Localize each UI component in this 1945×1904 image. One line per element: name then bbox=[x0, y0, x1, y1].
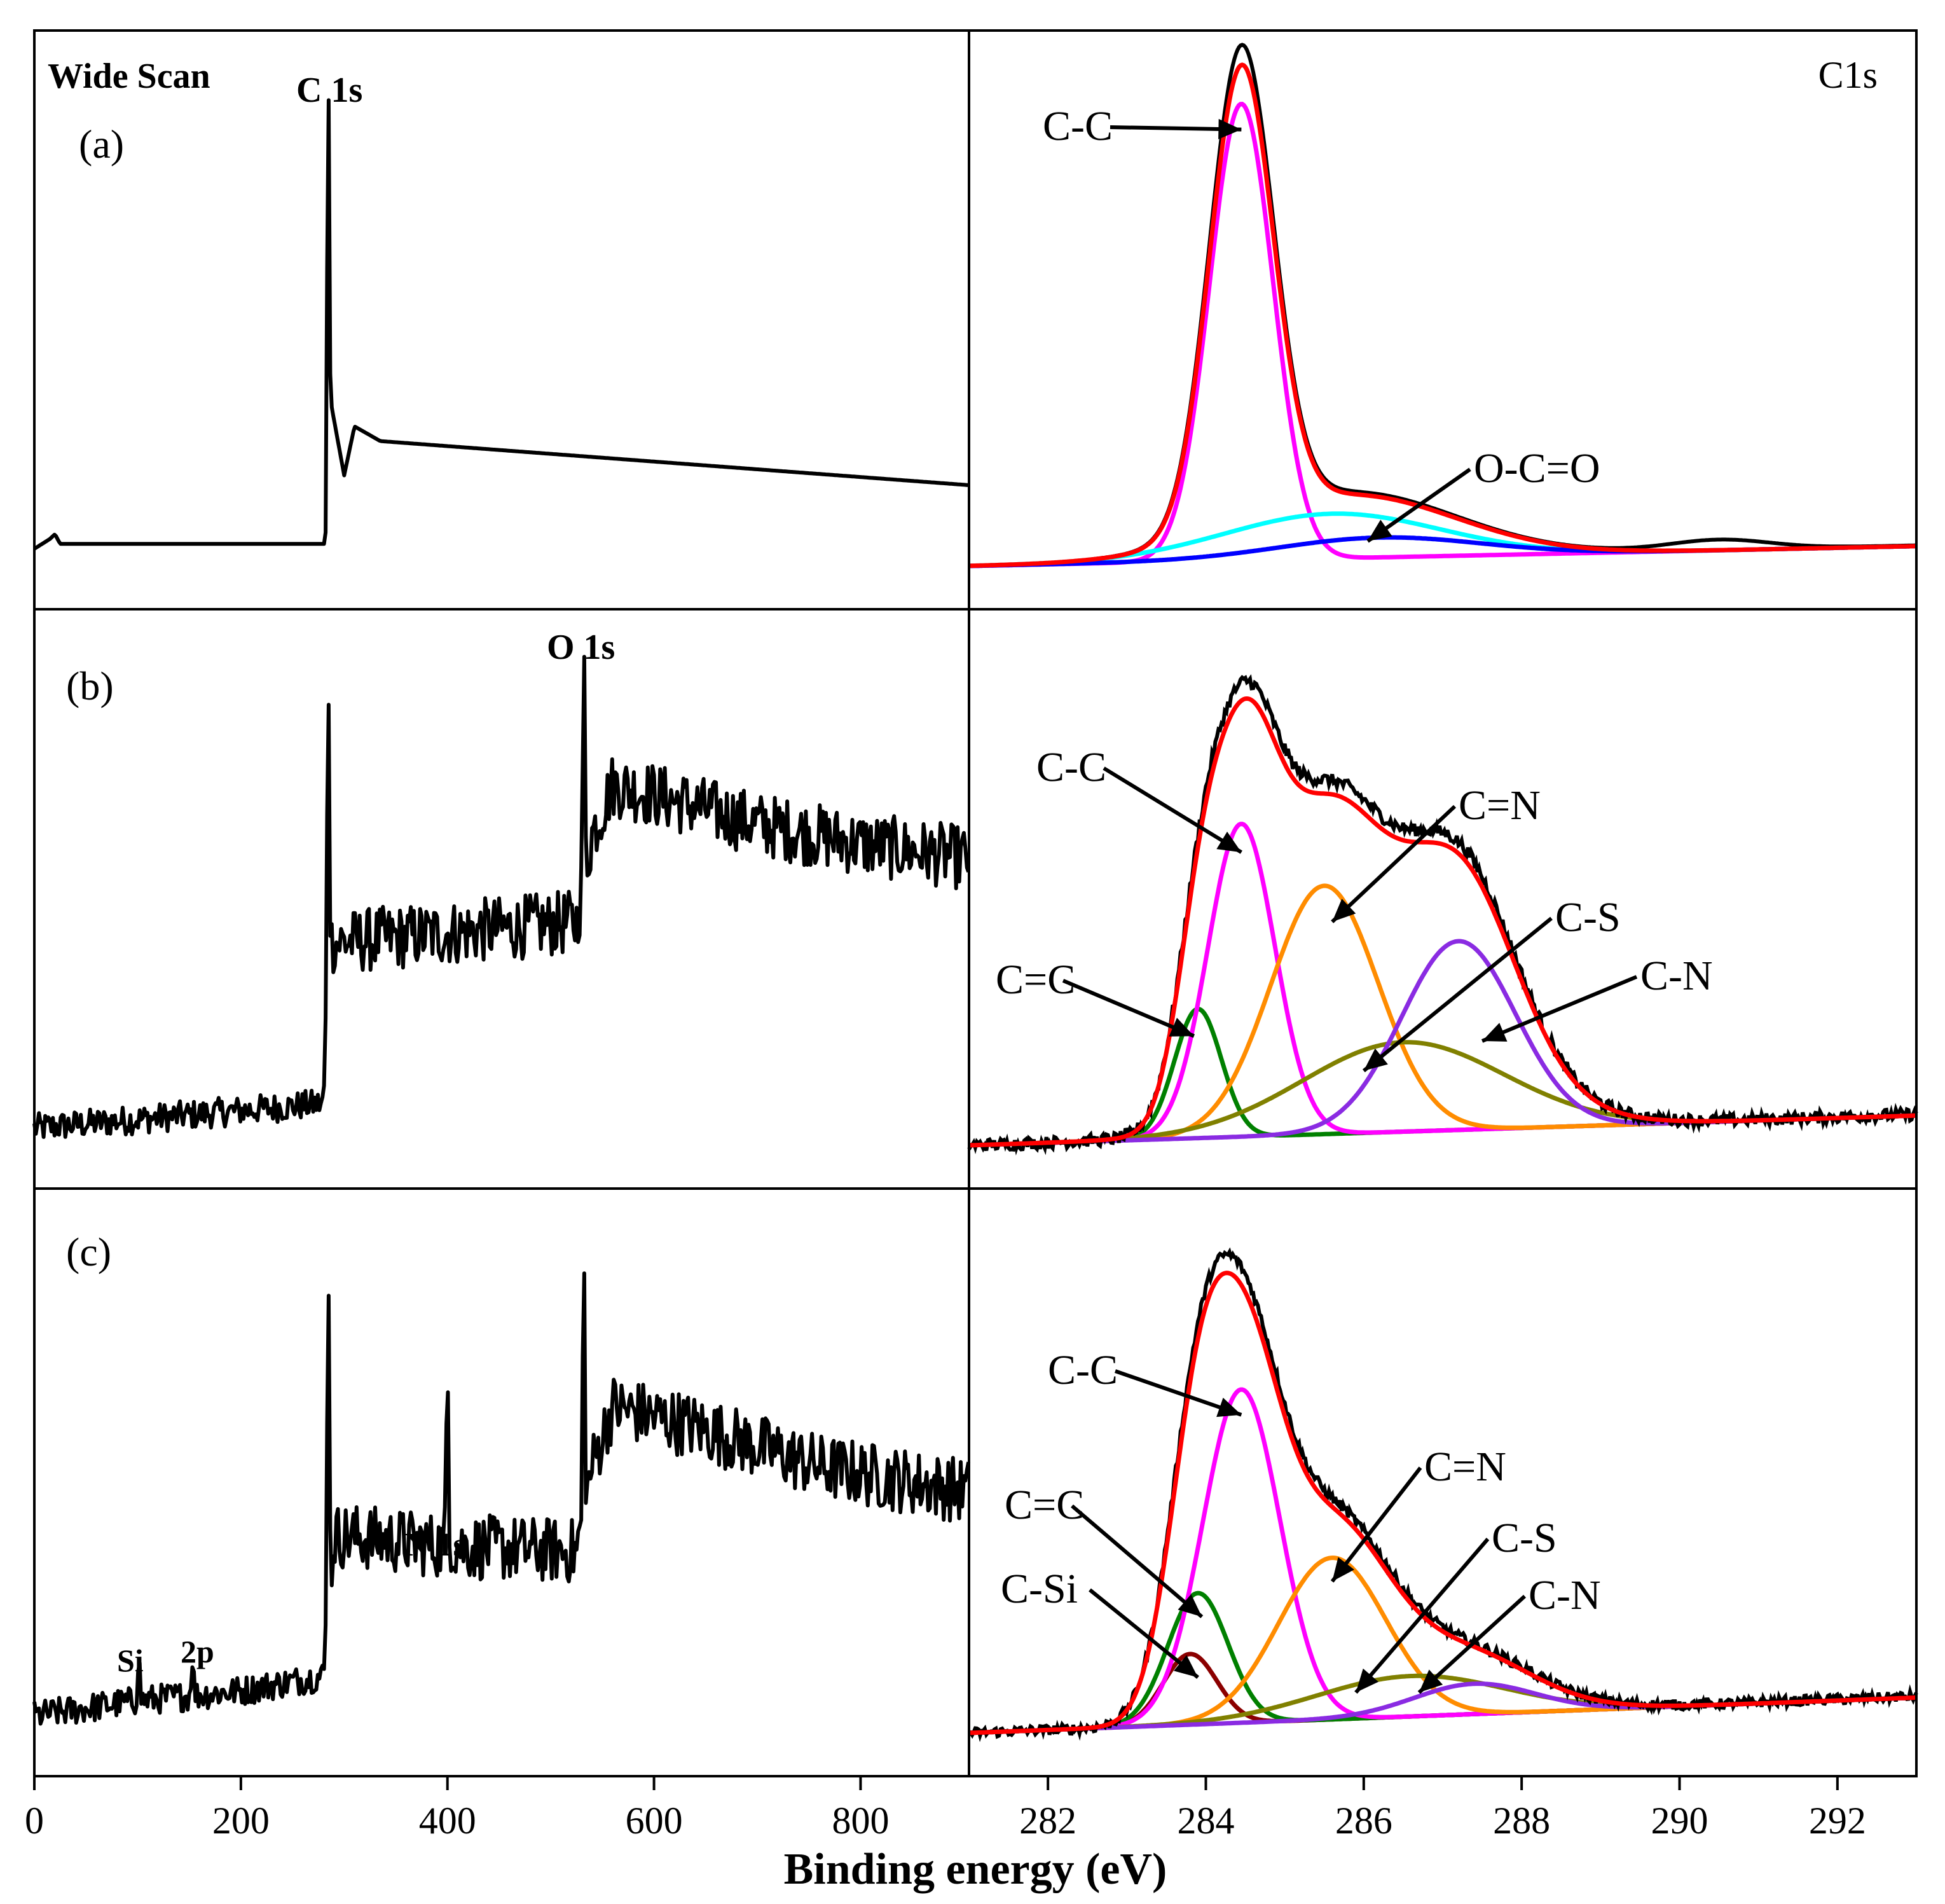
annot-b-cc: C-C bbox=[1036, 744, 1106, 790]
annot-b-cc-double: C=C bbox=[996, 956, 1075, 1003]
x-axis-label: Binding energy (eV) bbox=[784, 1845, 1167, 1894]
annotation-arrow-line bbox=[1417, 1594, 1527, 1694]
wide-scan-trace-b bbox=[32, 654, 971, 1139]
annotation-arrow-head bbox=[1363, 1048, 1388, 1071]
annot-c-csi: C-Si bbox=[1001, 1566, 1078, 1612]
annot-b-cn: C-N bbox=[1640, 953, 1713, 999]
wide-scan-trace-c bbox=[32, 1271, 971, 1726]
axis-ticks: 0 200 400 600 800 282 284 286 288 290 292 bbox=[25, 1776, 1866, 1842]
annotation-arrow-head bbox=[1419, 1669, 1443, 1693]
annotation-arrow-head bbox=[1332, 1557, 1354, 1582]
annotation-arrow-line bbox=[1062, 979, 1195, 1038]
row-label-b: (b) bbox=[66, 663, 114, 708]
annotation-arrows bbox=[1062, 119, 1638, 1694]
x-tick-label-c1s: 286 bbox=[1335, 1800, 1392, 1842]
x-tick-label-c1s: 290 bbox=[1651, 1800, 1708, 1842]
c1s-traces bbox=[967, 43, 1918, 1742]
x-tick-label-wide: 200 bbox=[212, 1800, 270, 1842]
annot-c-cn: C-N bbox=[1529, 1572, 1601, 1618]
annot-c-cc: C-C bbox=[1048, 1347, 1118, 1393]
plot-frame bbox=[33, 29, 1918, 1777]
annot-b-cn-double: C=N bbox=[1459, 782, 1541, 829]
c1s-title: C1s bbox=[1818, 54, 1878, 96]
annotation-arrow-head bbox=[1216, 1397, 1242, 1418]
row-label-c: (c) bbox=[66, 1229, 111, 1274]
annot-c-cn-double: C=N bbox=[1424, 1444, 1506, 1490]
peak-label-2p-c: 2p bbox=[181, 1634, 214, 1669]
annotation-arrow-line bbox=[1354, 1538, 1490, 1694]
annotation-arrow-head bbox=[1356, 1668, 1378, 1693]
annotation-arrow-line bbox=[1071, 1504, 1204, 1618]
annotation-arrow-head bbox=[1174, 1655, 1199, 1678]
annotation-arrow-head bbox=[1216, 831, 1242, 853]
annotation-arrow-line bbox=[1481, 975, 1638, 1043]
c1s-envelope-c bbox=[968, 1271, 1917, 1735]
peak-label-n1s-c: N 1s bbox=[404, 1527, 466, 1563]
peak-label-o1s-b: O 1s bbox=[547, 628, 615, 667]
annotation-arrow-head bbox=[1332, 899, 1356, 922]
annot-b-cs: C-S bbox=[1555, 894, 1621, 941]
c1s-raw-data-b bbox=[967, 674, 1918, 1156]
annot-a-oco: O-C=O bbox=[1474, 445, 1600, 492]
x-tick-label-c1s: 288 bbox=[1493, 1800, 1550, 1842]
annotation-arrow-line bbox=[1103, 766, 1242, 854]
annotation-arrow-line bbox=[1362, 916, 1553, 1073]
annotation-arrow-head bbox=[1368, 520, 1392, 541]
wide-scan-trace-a bbox=[33, 98, 969, 551]
annotation-arrow-line bbox=[1089, 1588, 1199, 1679]
x-tick-label-c1s: 284 bbox=[1178, 1800, 1235, 1842]
annotation-arrow-line bbox=[1330, 1466, 1422, 1583]
x-tick-label-wide: 0 bbox=[25, 1800, 44, 1842]
annot-c-cs: C-S bbox=[1492, 1515, 1557, 1561]
annotation-arrow-head bbox=[1169, 1018, 1194, 1037]
annotation-arrow-line bbox=[1331, 804, 1457, 923]
annotation-arrow-head bbox=[1482, 1023, 1508, 1042]
peak-label-c1s-a: C 1s bbox=[296, 71, 362, 110]
x-tick-label-wide: 600 bbox=[626, 1800, 683, 1842]
wide-scan-title: Wide Scan bbox=[48, 57, 210, 96]
row-label-a: (a) bbox=[79, 121, 124, 167]
peak-label-si-c: Si bbox=[117, 1643, 144, 1678]
annotation-arrow-head bbox=[1178, 1594, 1202, 1617]
annotation-arrow-head bbox=[1218, 119, 1242, 139]
annot-a-cc: C-C bbox=[1043, 103, 1113, 149]
x-tick-label-c1s: 282 bbox=[1019, 1800, 1076, 1842]
wide-scan-traces bbox=[32, 98, 971, 1726]
x-tick-label-wide: 400 bbox=[419, 1800, 476, 1842]
c1s-envelope-a bbox=[968, 62, 1917, 569]
x-tick-label-wide: 800 bbox=[832, 1800, 889, 1842]
annot-c-cc-double: C=C bbox=[1005, 1482, 1084, 1528]
x-tick-label-c1s: 292 bbox=[1809, 1800, 1866, 1842]
c1s-envelope-b bbox=[968, 696, 1917, 1148]
